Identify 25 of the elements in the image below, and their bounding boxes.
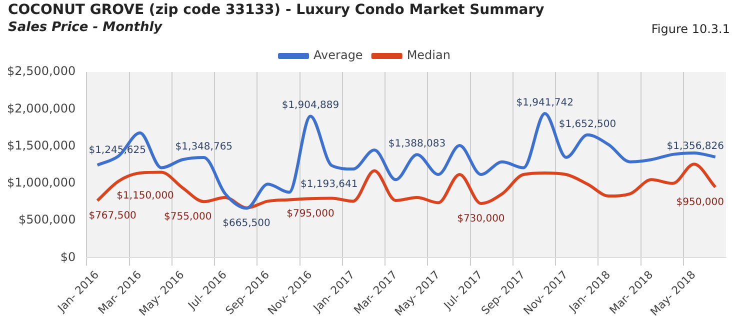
y-tick-label: $2,000,000 xyxy=(6,101,76,116)
y-tick-label: $500,000 xyxy=(18,212,76,227)
data-label: $1,388,083 xyxy=(388,138,446,150)
chart-title: COCONUT GROVE (zip code 33133) - Luxury Condo Market Summary xyxy=(8,2,544,18)
data-label: $1,356,826 xyxy=(666,140,724,152)
data-label: $1,652,500 xyxy=(558,118,616,130)
data-label: $1,904,889 xyxy=(282,100,340,112)
legend-label: Median xyxy=(406,48,450,62)
y-tick-label: $0 xyxy=(60,250,76,264)
data-label: $665,500 xyxy=(222,218,270,230)
y-tick-label: $1,000,000 xyxy=(6,176,76,190)
data-label: $1,348,765 xyxy=(175,141,233,152)
chart-subtitle: Sales Price - Monthly xyxy=(8,20,162,35)
y-tick-label: $2,500,000 xyxy=(6,64,76,78)
legend-label: Average xyxy=(314,48,363,62)
y-tick-label: $1,500,000 xyxy=(6,138,76,152)
data-label: $1,150,000 xyxy=(116,190,174,202)
data-label: $755,000 xyxy=(164,212,212,223)
caption: Figure 10.3.1 xyxy=(651,22,730,36)
data-label: $1,941,742 xyxy=(516,97,574,108)
data-label: $950,000 xyxy=(676,197,724,208)
data-label: $767,500 xyxy=(88,210,136,222)
data-label: $1,193,641 xyxy=(300,179,358,190)
data-label: $730,000 xyxy=(457,213,505,224)
data-label: $795,000 xyxy=(286,208,334,220)
